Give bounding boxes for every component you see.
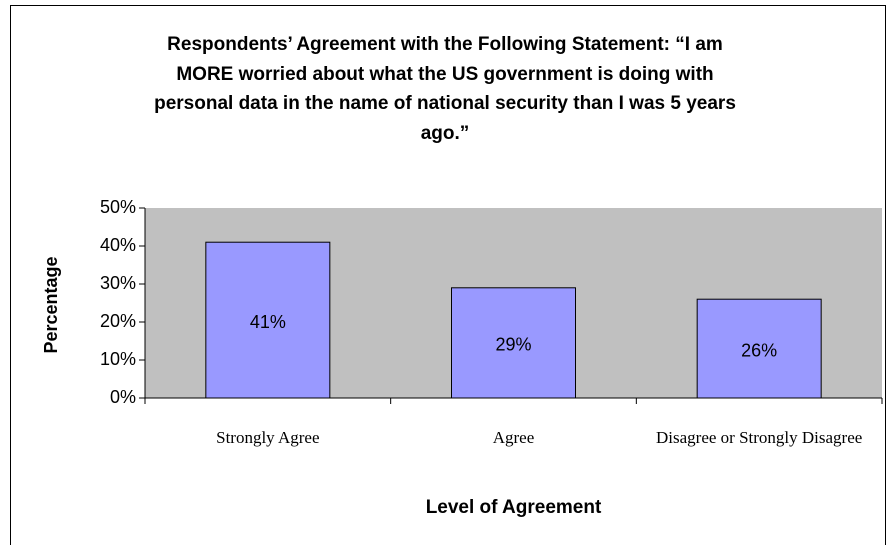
- chart-title: Respondents’ Agreement with the Followin…: [154, 34, 736, 144]
- y-tick-label: 0%: [110, 387, 136, 407]
- bar: [696, 298, 822, 399]
- data-label: 26%: [741, 340, 777, 360]
- y-tick-label: 50%: [100, 197, 136, 217]
- y-tick-label: 20%: [100, 311, 136, 331]
- data-label: 29%: [495, 335, 531, 355]
- x-axis-title: Level of Agreement: [425, 497, 602, 518]
- bar: [451, 287, 576, 399]
- x-tick-label: Agree: [492, 428, 535, 447]
- y-tick-label: 10%: [100, 349, 136, 369]
- x-tick-label: Strongly Agree: [216, 428, 320, 447]
- chart-frame: [10, 5, 886, 545]
- data-label: 41%: [250, 312, 286, 332]
- bar: [205, 241, 331, 399]
- y-tick-label: 30%: [100, 273, 136, 293]
- y-axis-title: Percentage: [41, 256, 61, 353]
- x-tick-label: Disagree or Strongly Disagree: [656, 428, 863, 447]
- y-tick-label: 40%: [100, 235, 136, 255]
